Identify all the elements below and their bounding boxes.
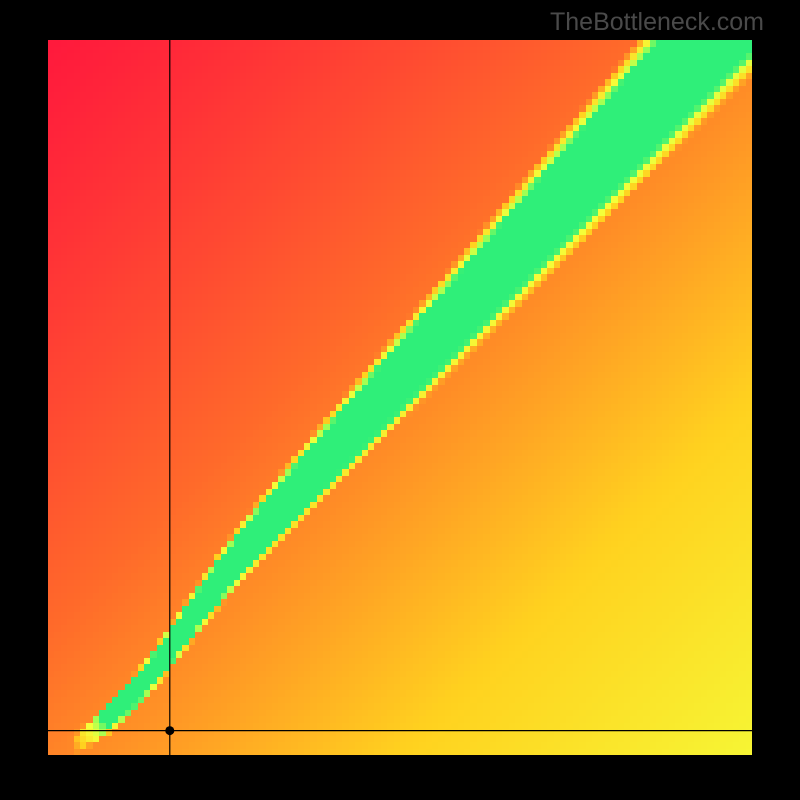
- attribution-text: TheBottleneck.com: [550, 8, 764, 37]
- chart-container: { "attribution": { "text": "TheBottlenec…: [0, 0, 800, 800]
- bottleneck-heatmap: [48, 40, 752, 755]
